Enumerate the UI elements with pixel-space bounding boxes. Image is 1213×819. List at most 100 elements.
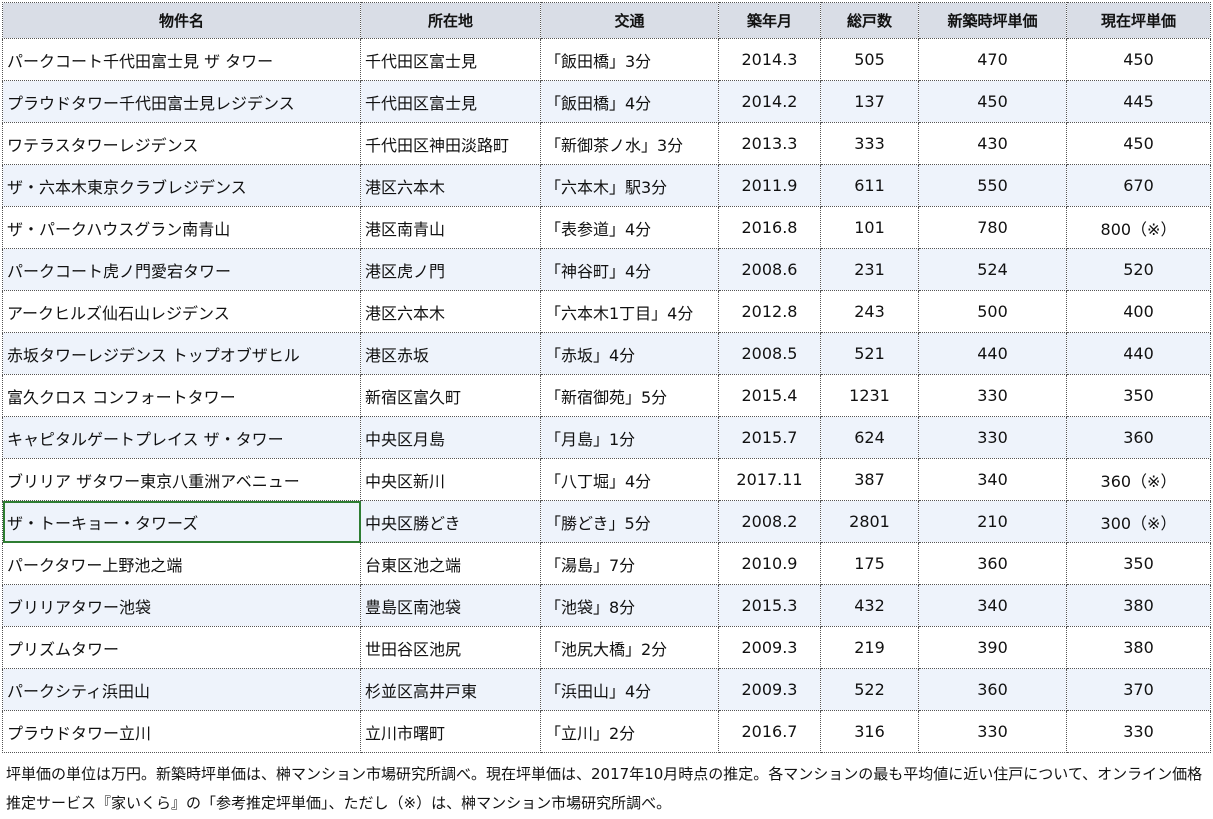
table-cell[interactable]: 316 xyxy=(820,710,919,753)
table-cell[interactable]: 340 xyxy=(918,584,1067,627)
table-cell[interactable]: 445 xyxy=(1066,80,1211,123)
column-header[interactable]: 総戸数 xyxy=(820,2,919,39)
column-header[interactable]: 築年月 xyxy=(718,2,821,39)
column-header[interactable]: 物件名 xyxy=(2,2,361,39)
table-cell[interactable]: パークシティ浜田山 xyxy=(2,668,361,711)
table-cell[interactable]: プリズムタワー xyxy=(2,626,361,669)
table-cell[interactable]: ザ・パークハウスグラン南青山 xyxy=(2,206,361,249)
table-cell[interactable]: 380 xyxy=(1066,626,1211,669)
table-cell[interactable]: 「新御茶ノ水」3分 xyxy=(540,122,719,165)
table-cell[interactable]: 430 xyxy=(918,122,1067,165)
table-cell[interactable]: 524 xyxy=(918,248,1067,291)
table-cell[interactable]: 333 xyxy=(820,122,919,165)
table-cell[interactable]: 500 xyxy=(918,290,1067,333)
table-cell[interactable]: 380 xyxy=(1066,584,1211,627)
table-cell[interactable]: 2014.3 xyxy=(718,38,821,81)
table-cell[interactable]: 2008.2 xyxy=(718,500,821,543)
table-cell[interactable]: 300（※） xyxy=(1066,500,1211,543)
table-cell[interactable]: 1231 xyxy=(820,374,919,417)
table-cell[interactable]: 611 xyxy=(820,164,919,207)
table-cell[interactable]: 210 xyxy=(918,500,1067,543)
table-cell[interactable]: 「六本木1丁目」4分 xyxy=(540,290,719,333)
table-cell[interactable]: ブリリア ザタワー東京八重洲アベニュー xyxy=(2,458,361,501)
table-cell[interactable]: 522 xyxy=(820,668,919,711)
table-cell[interactable]: ブリリアタワー池袋 xyxy=(2,584,361,627)
table-cell[interactable]: 杉並区高井戸東 xyxy=(360,668,541,711)
table-cell[interactable]: 440 xyxy=(918,332,1067,375)
table-cell[interactable]: プラウドタワー立川 xyxy=(2,710,361,753)
table-cell[interactable]: 330 xyxy=(1066,710,1211,753)
table-cell[interactable]: 2010.9 xyxy=(718,542,821,585)
column-header[interactable]: 所在地 xyxy=(360,2,541,39)
table-cell[interactable]: 新宿区富久町 xyxy=(360,374,541,417)
table-cell[interactable]: 440 xyxy=(1066,332,1211,375)
table-cell[interactable]: 千代田区富士見 xyxy=(360,80,541,123)
table-cell[interactable]: 2012.8 xyxy=(718,290,821,333)
table-cell[interactable]: ザ・六本木東京クラブレジデンス xyxy=(2,164,361,207)
table-cell[interactable]: 台東区池之端 xyxy=(360,542,541,585)
table-cell[interactable]: 港区六本木 xyxy=(360,164,541,207)
table-cell[interactable]: 360 xyxy=(918,542,1067,585)
table-cell[interactable]: 2017.11 xyxy=(718,458,821,501)
table-cell[interactable]: 「八丁堀」4分 xyxy=(540,458,719,501)
table-cell[interactable]: 450 xyxy=(1066,122,1211,165)
table-cell[interactable]: 「神谷町」4分 xyxy=(540,248,719,291)
table-cell[interactable]: 2009.3 xyxy=(718,626,821,669)
table-cell[interactable]: 340 xyxy=(918,458,1067,501)
table-cell[interactable]: 「赤坂」4分 xyxy=(540,332,719,375)
table-cell[interactable]: 「浜田山」4分 xyxy=(540,668,719,711)
column-header[interactable]: 交通 xyxy=(540,2,719,39)
table-cell[interactable]: 2015.3 xyxy=(718,584,821,627)
table-cell[interactable]: 「月島」1分 xyxy=(540,416,719,459)
table-cell[interactable]: 中央区勝どき xyxy=(360,500,541,543)
table-cell[interactable]: 670 xyxy=(1066,164,1211,207)
table-cell[interactable]: 520 xyxy=(1066,248,1211,291)
table-cell[interactable]: 2008.6 xyxy=(718,248,821,291)
table-cell[interactable]: 「飯田橋」4分 xyxy=(540,80,719,123)
table-cell[interactable]: 「新宿御苑」5分 xyxy=(540,374,719,417)
table-cell[interactable]: 世田谷区池尻 xyxy=(360,626,541,669)
table-cell[interactable]: 「池袋」8分 xyxy=(540,584,719,627)
table-cell[interactable]: ザ・トーキョー・タワーズ xyxy=(2,500,361,543)
table-cell[interactable]: 231 xyxy=(820,248,919,291)
table-cell[interactable]: 390 xyxy=(918,626,1067,669)
table-cell[interactable]: 505 xyxy=(820,38,919,81)
table-cell[interactable]: 350 xyxy=(1066,542,1211,585)
table-cell[interactable]: 立川市曙町 xyxy=(360,710,541,753)
table-cell[interactable]: 400 xyxy=(1066,290,1211,333)
table-cell[interactable]: 360 xyxy=(1066,416,1211,459)
table-cell[interactable]: 432 xyxy=(820,584,919,627)
table-cell[interactable]: 800（※） xyxy=(1066,206,1211,249)
table-cell[interactable]: プラウドタワー千代田富士見レジデンス xyxy=(2,80,361,123)
table-cell[interactable]: 豊島区南池袋 xyxy=(360,584,541,627)
table-cell[interactable]: 赤坂タワーレジデンス トップオブザヒル xyxy=(2,332,361,375)
table-cell[interactable]: 521 xyxy=(820,332,919,375)
table-cell[interactable]: 470 xyxy=(918,38,1067,81)
table-cell[interactable]: パークタワー上野池之端 xyxy=(2,542,361,585)
table-cell[interactable]: 中央区月島 xyxy=(360,416,541,459)
table-cell[interactable]: パークコート千代田富士見 ザ タワー xyxy=(2,38,361,81)
table-cell[interactable]: 「飯田橋」3分 xyxy=(540,38,719,81)
table-cell[interactable]: 450 xyxy=(1066,38,1211,81)
table-cell[interactable]: 「六本木」駅3分 xyxy=(540,164,719,207)
table-cell[interactable]: 624 xyxy=(820,416,919,459)
table-cell[interactable]: 219 xyxy=(820,626,919,669)
table-cell[interactable]: キャピタルゲートプレイス ザ・タワー xyxy=(2,416,361,459)
table-cell[interactable]: 2008.5 xyxy=(718,332,821,375)
table-cell[interactable]: 101 xyxy=(820,206,919,249)
table-cell[interactable]: 2009.3 xyxy=(718,668,821,711)
table-cell[interactable]: 2013.3 xyxy=(718,122,821,165)
table-cell[interactable]: 「表参道」4分 xyxy=(540,206,719,249)
table-cell[interactable]: 千代田区神田淡路町 xyxy=(360,122,541,165)
column-header[interactable]: 現在坪単価 xyxy=(1066,2,1211,39)
table-cell[interactable]: パークコート虎ノ門愛宕タワー xyxy=(2,248,361,291)
column-header[interactable]: 新築時坪単価 xyxy=(918,2,1067,39)
table-cell[interactable]: 港区六本木 xyxy=(360,290,541,333)
table-cell[interactable]: 780 xyxy=(918,206,1067,249)
table-cell[interactable]: 2801 xyxy=(820,500,919,543)
table-cell[interactable]: アークヒルズ仙石山レジデンス xyxy=(2,290,361,333)
table-cell[interactable]: 富久クロス コンフォートタワー xyxy=(2,374,361,417)
table-cell[interactable]: 2014.2 xyxy=(718,80,821,123)
table-cell[interactable]: 243 xyxy=(820,290,919,333)
table-cell[interactable]: 137 xyxy=(820,80,919,123)
